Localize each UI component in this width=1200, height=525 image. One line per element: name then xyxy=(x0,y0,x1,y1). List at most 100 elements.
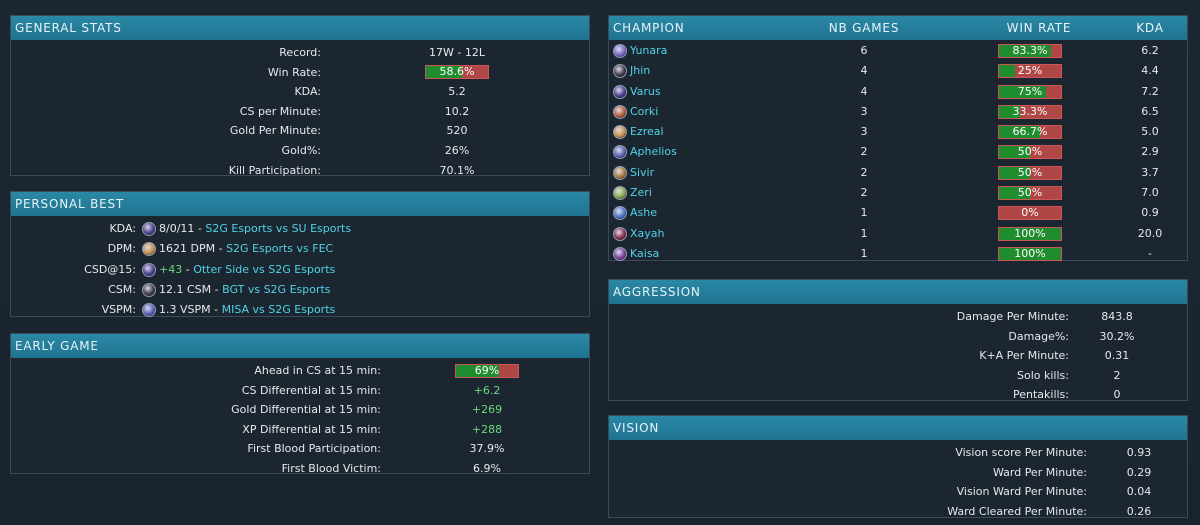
stat-label: Vision score Per Minute: xyxy=(955,446,1087,459)
header-kda[interactable]: KDA xyxy=(1136,21,1164,35)
winrate-bar: 0% xyxy=(998,206,1062,221)
champion-table-header: CHAMPION NB GAMES WIN RATE KDA xyxy=(609,16,1187,40)
header-nb-games[interactable]: NB GAMES xyxy=(828,21,900,35)
jhin-champion-icon xyxy=(142,282,156,297)
stat-value: 0.31 xyxy=(1104,349,1130,363)
stat-label: CS Differential at 15 min: xyxy=(241,383,381,397)
stat-label: Gold Per Minute: xyxy=(229,124,321,138)
champion-games: 3 xyxy=(860,104,868,118)
personal-best-match-link[interactable]: S2G Esports vs FEC xyxy=(226,242,334,256)
champion-row: Kaisa 1 100% - xyxy=(609,244,1187,264)
champion-kda: - xyxy=(1148,246,1152,260)
champion-name-link[interactable]: Varus xyxy=(630,84,661,98)
winrate-value: 50% xyxy=(1017,186,1043,200)
stat-row: Ward Per Minute: 0.29 xyxy=(609,463,1187,483)
vision-title: VISION xyxy=(609,416,1187,440)
champion-kda: 3.7 xyxy=(1141,165,1159,179)
early-game-panel: EARLY GAME Ahead in CS at 15 min: 69% CS D… xyxy=(10,333,590,475)
stat-row: Solo kills: 2 xyxy=(609,366,1187,386)
personal-best-match-link[interactable]: S2G Esports vs SU Esports xyxy=(205,222,352,235)
winrate-bar-fill xyxy=(999,45,1051,57)
xayah-champion-icon xyxy=(613,226,627,241)
winrate-bar-fill xyxy=(999,166,1030,179)
winrate-bar: 66.7% xyxy=(998,125,1062,140)
stat-value: 0.04 xyxy=(1126,485,1152,499)
champion-row: Aphelios 2 50% 2.9 xyxy=(609,142,1187,162)
stat-row: CS Differential at 15 min: +6.2 xyxy=(11,381,589,401)
stat-row: First Blood Victim: 6.9% xyxy=(11,459,589,479)
winrate-bar: 100% xyxy=(998,226,1062,241)
stat-value: +269 xyxy=(471,403,503,417)
champion-name-link[interactable]: Yunara xyxy=(630,44,668,57)
stat-row: K+A Per Minute: 0.31 xyxy=(609,346,1187,366)
stat-row: Pentakills: 0 xyxy=(609,385,1187,405)
champion-name-link[interactable]: Ezreal xyxy=(630,125,664,139)
stat-label: Gold Differential at 15 min: xyxy=(231,403,381,417)
stat-value: 0.93 xyxy=(1126,446,1152,459)
personal-best-match-link[interactable]: MISA vs S2G Esports xyxy=(221,303,336,317)
stat-row: Gold Per Minute: 520 xyxy=(11,121,589,141)
stat-label: Ahead in CS at 15 min: xyxy=(254,364,381,377)
stat-label: Gold%: xyxy=(281,143,321,157)
stat-value: 70.1% xyxy=(439,163,475,177)
champion-games: 2 xyxy=(860,145,868,159)
champion-name-link[interactable]: Zeri xyxy=(630,186,652,200)
early-game-body: Ahead in CS at 15 min: 69% CS Differential… xyxy=(11,358,589,479)
champion-name-link[interactable]: Corki xyxy=(630,104,659,118)
aphelios-champion-icon xyxy=(142,303,156,318)
champion-row: Ezreal 3 66.7% 5.0 xyxy=(609,122,1187,142)
varus-champion-icon xyxy=(613,84,627,99)
personal-best-row: KDA: 8/0/11 - S2G Esports vs SU Esports xyxy=(11,219,589,239)
champion-name-link[interactable]: Aphelios xyxy=(630,145,677,159)
champion-row: Jhin 4 25% 4.4 xyxy=(609,61,1187,81)
champion-name-link[interactable]: Sivir xyxy=(630,165,655,179)
champion-name-link[interactable]: Jhin xyxy=(630,64,651,78)
stat-label: Vision Ward Per Minute: xyxy=(956,485,1087,499)
personal-best-panel: PERSONAL BEST KDA: 8/0/11 - S2G Esports v… xyxy=(10,191,590,318)
champion-name-link[interactable]: Xayah xyxy=(630,226,665,240)
personal-best-label: CSD@15: xyxy=(84,262,136,276)
champion-kda: 20.0 xyxy=(1137,226,1163,240)
winrate-value: 75% xyxy=(1017,84,1043,98)
winrate-bar-fill xyxy=(999,187,1030,200)
rate-bar: 69% xyxy=(455,363,519,378)
winrate-value: 33.3% xyxy=(1012,104,1048,118)
winrate-bar-fill xyxy=(999,65,1015,78)
champion-row: Yunara 6 83.3% 6.2 xyxy=(609,41,1187,61)
champion-kda: 2.9 xyxy=(1141,145,1159,159)
winrate-value: 50% xyxy=(1017,165,1043,179)
champion-kda: 4.4 xyxy=(1141,64,1159,78)
stat-label: First Blood Victim: xyxy=(281,461,381,475)
stat-label: Damage Per Minute: xyxy=(956,310,1069,323)
varus-champion-icon xyxy=(142,262,156,277)
stat-label: Solo kills: xyxy=(1017,368,1069,382)
winrate-value: 25% xyxy=(1017,64,1043,78)
winrate-bar: 100% xyxy=(998,246,1062,261)
stat-row: Damage Per Minute: 843.8 xyxy=(609,307,1187,327)
stat-value: +288 xyxy=(471,422,503,436)
champion-name-link[interactable]: Kaisa xyxy=(630,246,660,260)
rate-bar-fill xyxy=(426,66,463,79)
personal-best-text: 8/0/11 - S2G Esports vs SU Esports xyxy=(159,219,351,239)
personal-best-match-link[interactable]: Otter Side vs S2G Esports xyxy=(193,262,336,276)
header-champion[interactable]: CHAMPION xyxy=(613,21,685,35)
header-win-rate[interactable]: WIN RATE xyxy=(1006,21,1072,35)
stat-value: 37.9% xyxy=(469,442,505,456)
personal-best-label: DPM: xyxy=(107,242,136,256)
stat-label: KDA: xyxy=(294,85,321,99)
personal-best-stat: +43 xyxy=(159,262,183,276)
personal-best-separator: - xyxy=(210,303,222,317)
champion-games: 1 xyxy=(860,226,868,240)
personal-best-stat: 8/0/11 xyxy=(159,222,195,235)
early-game-title: EARLY GAME xyxy=(11,334,589,358)
stat-row: First Blood Participation: 37.9% xyxy=(11,439,589,459)
champion-table-body: Yunara 6 83.3% 6.2 Jhin 4 25% 4.4 Varus 4 75% 7.2 Co… xyxy=(609,40,1187,264)
personal-best-stat: 1621 DPM xyxy=(159,242,216,256)
stat-label: Ward Cleared Per Minute: xyxy=(947,504,1087,518)
personal-best-match-link[interactable]: BGT vs S2G Esports xyxy=(222,282,331,296)
stat-value: 30.2% xyxy=(1099,329,1135,343)
personal-best-title: PERSONAL BEST xyxy=(11,192,589,216)
yunara-champion-icon xyxy=(613,44,627,58)
champion-name-link[interactable]: Ashe xyxy=(630,206,657,220)
stat-label: K+A Per Minute: xyxy=(979,349,1069,363)
